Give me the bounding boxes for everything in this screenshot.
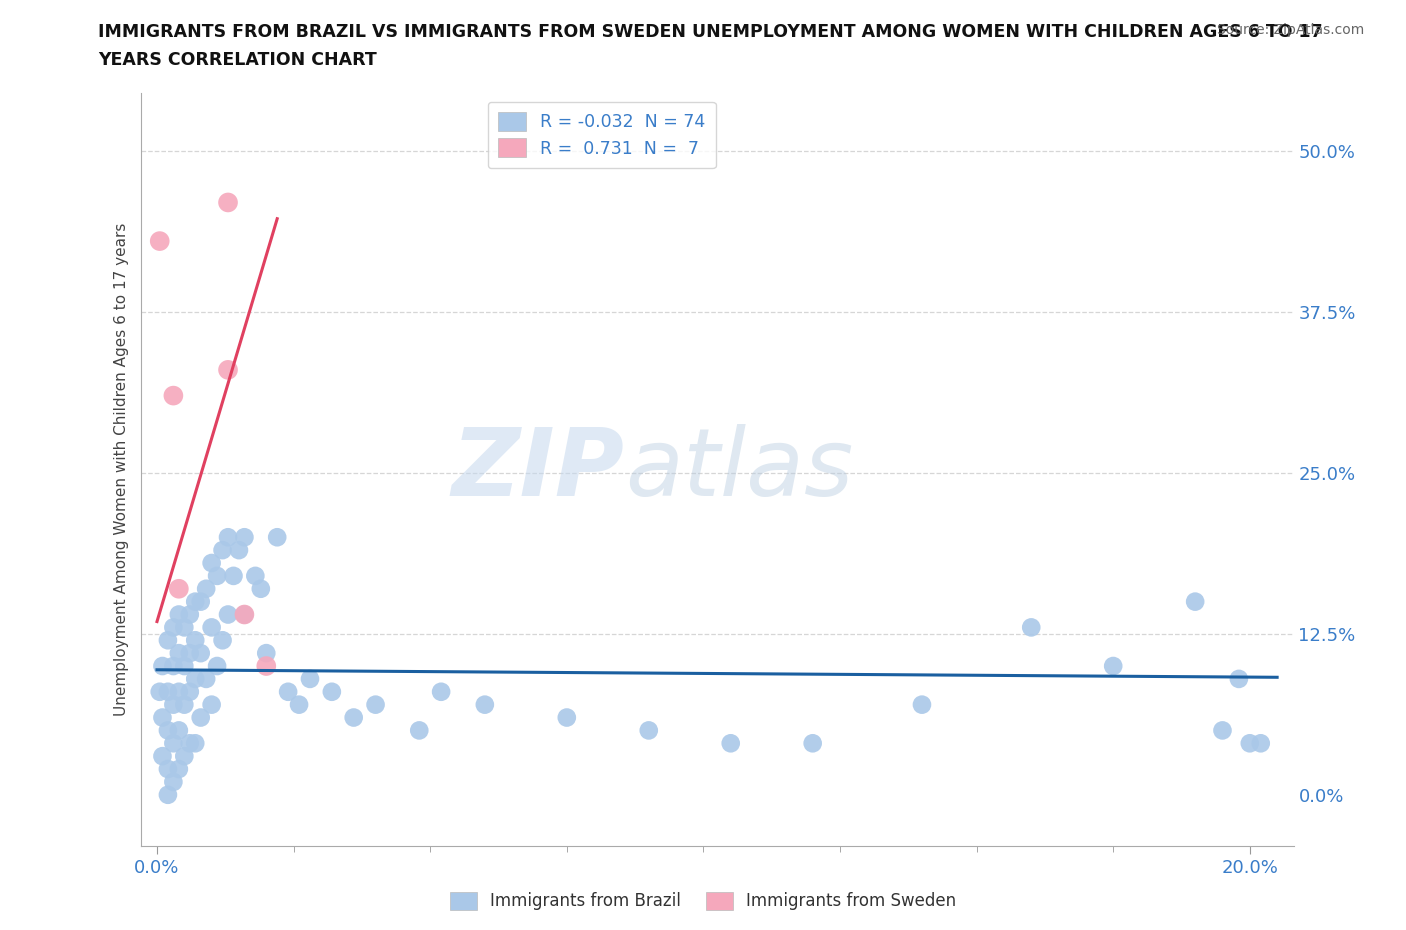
Point [179,736,201,751]
Point [201,555,224,570]
Point [1239,736,1261,751]
Point [184,736,207,751]
Point [217,530,239,545]
Point [167,607,190,622]
Point [298,671,321,686]
Point [245,568,267,583]
Point [152,711,174,725]
Text: atlas: atlas [624,424,853,515]
Point [474,698,496,712]
Point [152,749,174,764]
Point [277,684,299,699]
Point [184,671,207,686]
Point [205,568,228,583]
Point [167,762,190,777]
Point [149,233,172,248]
Point [1184,594,1206,609]
Point [233,530,256,545]
Point [173,749,195,764]
Point [179,607,201,622]
Point [162,388,184,403]
Point [1250,736,1272,751]
Point [190,594,212,609]
Point [233,607,256,622]
Point [152,658,174,673]
Point [173,658,195,673]
Point [321,684,343,699]
Point [179,645,201,660]
Point [156,684,179,699]
Point [254,645,277,660]
Point [217,363,239,378]
Point [288,698,311,712]
Point [156,762,179,777]
Point [233,607,256,622]
Point [408,723,430,737]
Text: ZIP: ZIP [451,424,624,515]
Point [162,698,184,712]
Legend: Immigrants from Brazil, Immigrants from Sweden: Immigrants from Brazil, Immigrants from … [443,885,963,917]
Point [254,658,277,673]
Point [167,581,190,596]
Point [190,711,212,725]
Point [195,581,218,596]
Point [911,698,934,712]
Point [1102,658,1125,673]
Point [179,684,201,699]
Point [190,645,212,660]
Y-axis label: Unemployment Among Women with Children Ages 6 to 17 years: Unemployment Among Women with Children A… [114,223,129,716]
Point [217,607,239,622]
Point [211,632,233,647]
Point [720,736,742,751]
Point [173,698,195,712]
Point [162,775,184,790]
Point [156,632,179,647]
Point [1019,620,1042,635]
Point [167,723,190,737]
Point [801,736,824,751]
Point [430,684,453,699]
Point [162,620,184,635]
Point [156,723,179,737]
Point [201,620,224,635]
Point [173,620,195,635]
Point [162,658,184,673]
Point [195,671,218,686]
Point [217,195,239,210]
Point [266,530,288,545]
Point [637,723,659,737]
Point [1227,671,1250,686]
Point [222,568,245,583]
Legend: R = -0.032  N = 74, R =  0.731  N =  7: R = -0.032 N = 74, R = 0.731 N = 7 [488,101,716,168]
Point [228,543,250,558]
Text: Source: ZipAtlas.com: Source: ZipAtlas.com [1216,23,1364,37]
Point [162,736,184,751]
Point [343,711,366,725]
Point [184,594,207,609]
Point [211,543,233,558]
Point [149,684,172,699]
Point [555,711,578,725]
Point [201,698,224,712]
Point [364,698,387,712]
Point [184,632,207,647]
Point [205,658,228,673]
Point [249,581,271,596]
Text: IMMIGRANTS FROM BRAZIL VS IMMIGRANTS FROM SWEDEN UNEMPLOYMENT AMONG WOMEN WITH C: IMMIGRANTS FROM BRAZIL VS IMMIGRANTS FRO… [98,23,1323,41]
Point [167,645,190,660]
Point [1211,723,1233,737]
Point [167,684,190,699]
Text: YEARS CORRELATION CHART: YEARS CORRELATION CHART [98,51,377,69]
Point [156,788,179,803]
